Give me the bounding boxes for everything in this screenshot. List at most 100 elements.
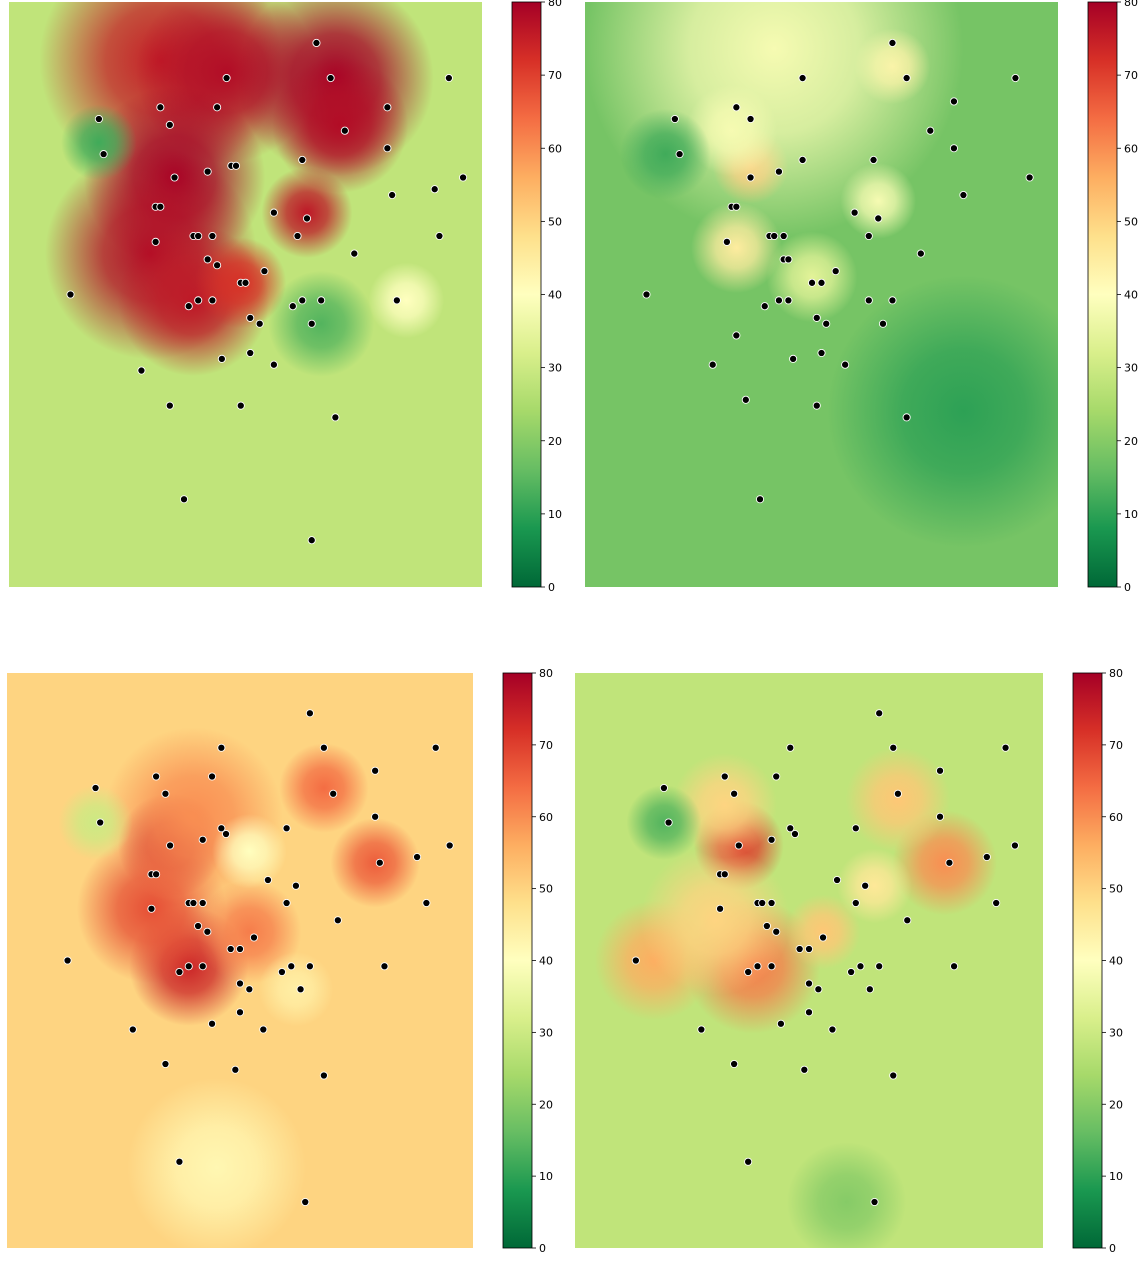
sample-point: [790, 829, 800, 839]
sample-point: [758, 898, 767, 908]
sample-point: [161, 1059, 170, 1069]
sample-point: [375, 858, 384, 867]
sample-point: [949, 144, 958, 153]
sample-point: [380, 962, 389, 971]
sample-point: [282, 898, 291, 908]
colorbar-tick-label: 70: [539, 739, 553, 752]
colorbar-tick-label: 30: [1124, 362, 1138, 375]
sample-point: [770, 231, 779, 241]
sample-point: [383, 103, 392, 112]
heatmap-field: [585, 2, 1058, 587]
sample-point: [287, 962, 296, 971]
sample-point: [392, 296, 401, 305]
sample-point: [302, 214, 312, 223]
sample-point: [430, 185, 439, 194]
colorbar-tick-label: 50: [539, 883, 553, 896]
panel-bottom-right: [575, 673, 1043, 1248]
sample-point: [935, 766, 945, 775]
heatmap-hotspot: [197, 879, 302, 984]
sample-point: [203, 927, 212, 936]
sample-point: [807, 278, 817, 287]
colorbar-tick-label: 40: [548, 289, 562, 302]
colorbar-tick-label: 10: [1109, 1170, 1123, 1183]
sample-point: [235, 944, 245, 954]
sample-point: [779, 231, 788, 241]
sample-point: [950, 962, 959, 971]
sample-point: [730, 1059, 739, 1069]
sample-point: [156, 103, 165, 112]
colorbar-tick-label: 10: [548, 508, 562, 521]
colorbar-top-right: 0 10 20 30 40 50 60 70 80: [1087, 0, 1138, 594]
heatmap-hotspot: [261, 167, 353, 259]
sample-point: [870, 1197, 879, 1207]
sample-point: [152, 870, 161, 879]
sample-point: [864, 296, 873, 305]
sample-point: [293, 231, 302, 241]
sample-point: [926, 126, 935, 135]
sample-point: [746, 114, 755, 124]
sample-point: [784, 296, 793, 305]
colorbar-gradient: [1072, 672, 1103, 1249]
sample-point: [165, 120, 174, 129]
sample-point: [179, 495, 189, 504]
sample-point: [841, 360, 850, 369]
sample-point: [831, 267, 840, 276]
sample-point: [249, 933, 259, 942]
colorbar-bottom-right: 0 10 20 30 40 50 60 70 80: [1072, 667, 1123, 1255]
sample-point: [945, 858, 954, 867]
sample-point: [371, 812, 380, 821]
sample-point: [670, 114, 679, 124]
sample-point: [298, 155, 307, 164]
sample-point: [207, 772, 217, 781]
sample-point: [767, 962, 776, 971]
sample-point: [730, 789, 739, 798]
sample-point: [99, 150, 108, 159]
sample-point: [875, 709, 884, 718]
sample-point: [767, 898, 776, 908]
sample-points: [642, 38, 1034, 504]
sample-point: [949, 97, 958, 106]
colorbar-tick-label: 80: [1109, 667, 1123, 680]
colorbar-tick-label: 50: [1109, 883, 1123, 896]
sample-point: [213, 103, 222, 112]
sample-point: [878, 319, 888, 328]
sample-point: [128, 1025, 137, 1034]
sample-point: [91, 783, 100, 793]
sample-point: [760, 302, 769, 311]
colorbar-tick-label: 70: [548, 69, 562, 82]
colorbar-ticks: 0 10 20 30 40 50 60 70 80: [1102, 667, 1123, 1255]
sample-point: [795, 944, 804, 954]
sample-point: [861, 881, 870, 890]
sample-point: [902, 413, 911, 422]
sample-point: [916, 249, 925, 258]
sample-point: [194, 296, 203, 305]
sample-point: [850, 208, 859, 217]
sample-point: [298, 296, 307, 305]
sample-point: [152, 772, 161, 781]
sample-point: [203, 255, 212, 264]
sample-point: [734, 841, 743, 850]
sample-point: [213, 261, 222, 270]
sample-point: [774, 167, 783, 176]
heatmap-hotspot: [766, 231, 858, 323]
sample-point: [755, 495, 765, 504]
colorbar-tick-label: 0: [1124, 581, 1131, 594]
sample-point: [94, 114, 103, 124]
sample-point: [903, 916, 912, 925]
sample-point: [326, 74, 335, 83]
panel-top-right: [585, 2, 1058, 587]
sample-point: [786, 743, 795, 752]
heatmap-hotspot: [786, 1142, 907, 1248]
sample-point: [798, 155, 807, 164]
sample-point: [732, 103, 741, 112]
sample-point: [631, 956, 640, 965]
sample-point: [722, 237, 731, 246]
sample-point: [767, 835, 776, 844]
sample-point: [818, 933, 828, 942]
sample-point: [888, 296, 897, 305]
colorbar-tick-label: 20: [1124, 435, 1138, 448]
sample-point: [221, 829, 231, 839]
sample-point: [282, 824, 291, 833]
colorbar-tick-label: 30: [1109, 1026, 1123, 1039]
